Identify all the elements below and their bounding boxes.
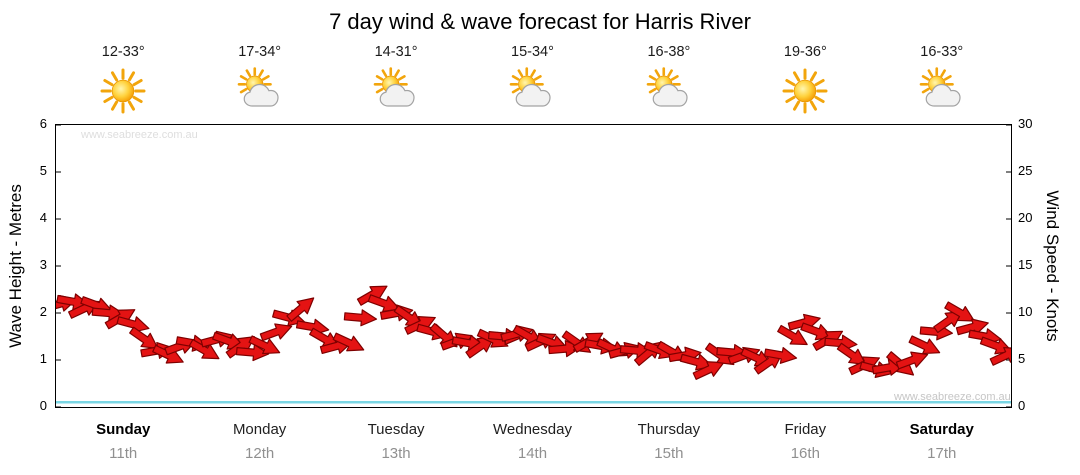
day-date: 15th (654, 444, 684, 462)
day-date: 11th (109, 444, 138, 462)
temp-range-label: 17-34° (238, 44, 282, 60)
wind-arrow-icon (989, 347, 1011, 366)
watermark-bottom: www.seabreeze.com.au (893, 391, 1011, 403)
day-names-row: Sunday Monday Tuesday Wednesday Thursday… (55, 419, 1010, 439)
day-name: Saturday (909, 420, 974, 438)
temp-range-label: 16-33° (920, 44, 964, 60)
temp-range-label: 15-34° (511, 44, 554, 60)
day-name: Friday (784, 420, 827, 438)
axis-tick-label: 4 (39, 210, 47, 225)
axis-tick-label: 1 (39, 351, 47, 366)
wind-arrow-icon (777, 324, 808, 346)
wind-arrow-icon (116, 316, 150, 333)
day-date: 12th (245, 444, 275, 462)
chart-plot-area: www.seabreeze.com.au www.seabreeze.com.a… (55, 124, 1012, 408)
wind-arrow-icon (955, 318, 989, 336)
watermark-top: www.seabreeze.com.au (80, 129, 198, 141)
axis-tick-label: 0 (1018, 398, 1026, 413)
temp-range-label: 12-33° (101, 44, 145, 60)
wind-arrow-icon (787, 313, 821, 331)
wind-arrow-icon (836, 342, 867, 366)
axis-tick-label: 5 (1018, 351, 1026, 366)
weather-icon-sunny (99, 67, 147, 115)
weather-icon-sunny (781, 67, 829, 115)
wind-arrow-icon (944, 301, 975, 322)
day-name: Wednesday (493, 420, 572, 438)
axis-tick-label: 15 (1018, 257, 1033, 272)
axis-tick-label: 20 (1018, 210, 1033, 225)
axis-tick-label: 25 (1018, 163, 1033, 178)
wind-arrow-icon (286, 297, 315, 322)
temperature-row: 12-33° 17-34° 14-31° 15-34° 16-38° 19-36… (55, 42, 1010, 62)
day-name: Sunday (96, 420, 151, 438)
wind-arrow-icon (465, 336, 495, 359)
day-name: Monday (232, 420, 287, 438)
wind-arrows-chart: www.seabreeze.com.au www.seabreeze.com.a… (56, 125, 1011, 407)
wind-arrow-icon (188, 338, 220, 360)
wind-arrow-icon (343, 309, 378, 327)
weather-icon-partly-cloudy (508, 67, 556, 115)
day-date: 13th (381, 444, 411, 462)
day-date: 16th (790, 444, 820, 462)
page-title: 7 day wind & wave forecast for Harris Ri… (329, 9, 751, 34)
axis-tick-label: 10 (1018, 304, 1033, 319)
right-axis-title: Wind Speed - Knots (1043, 190, 1062, 342)
wind-arrow-icon (248, 335, 281, 355)
temp-range-label: 16-38° (647, 44, 691, 60)
axis-tick-label: 2 (39, 304, 47, 319)
weather-icons-row (55, 64, 1010, 118)
dates-row: 11th 12th 13th 14th 15th 16th 17th (55, 443, 1010, 463)
day-name: Tuesday (367, 420, 425, 438)
weather-icon-partly-cloudy (236, 67, 284, 115)
axis-tick-label: 0 (39, 398, 47, 413)
wind-arrow-icon (895, 351, 929, 370)
axis-tick-label: 30 (1018, 116, 1033, 131)
weather-icon-partly-cloudy (645, 67, 693, 115)
wind-arrow-icon (259, 323, 293, 342)
axis-tick-label: 3 (39, 257, 47, 272)
wind-arrow-icon (692, 361, 725, 380)
day-date: 14th (517, 444, 548, 462)
day-name: Thursday (637, 420, 701, 438)
wind-arrow-icon (908, 335, 941, 355)
temp-range-label: 14-31° (374, 44, 418, 60)
axis-tick-label: 5 (39, 163, 47, 178)
day-date: 17th (927, 444, 957, 462)
wind-arrow-icon (763, 346, 798, 364)
weather-icon-partly-cloudy (918, 67, 966, 115)
axis-tick-label: 6 (39, 116, 47, 131)
weather-icon-partly-cloudy (372, 67, 420, 115)
wind-arrow-icon (129, 326, 159, 350)
wind-arrow-icon (235, 344, 270, 362)
wind-arrow-icon (332, 332, 365, 352)
temp-range-label: 19-36° (783, 44, 827, 60)
